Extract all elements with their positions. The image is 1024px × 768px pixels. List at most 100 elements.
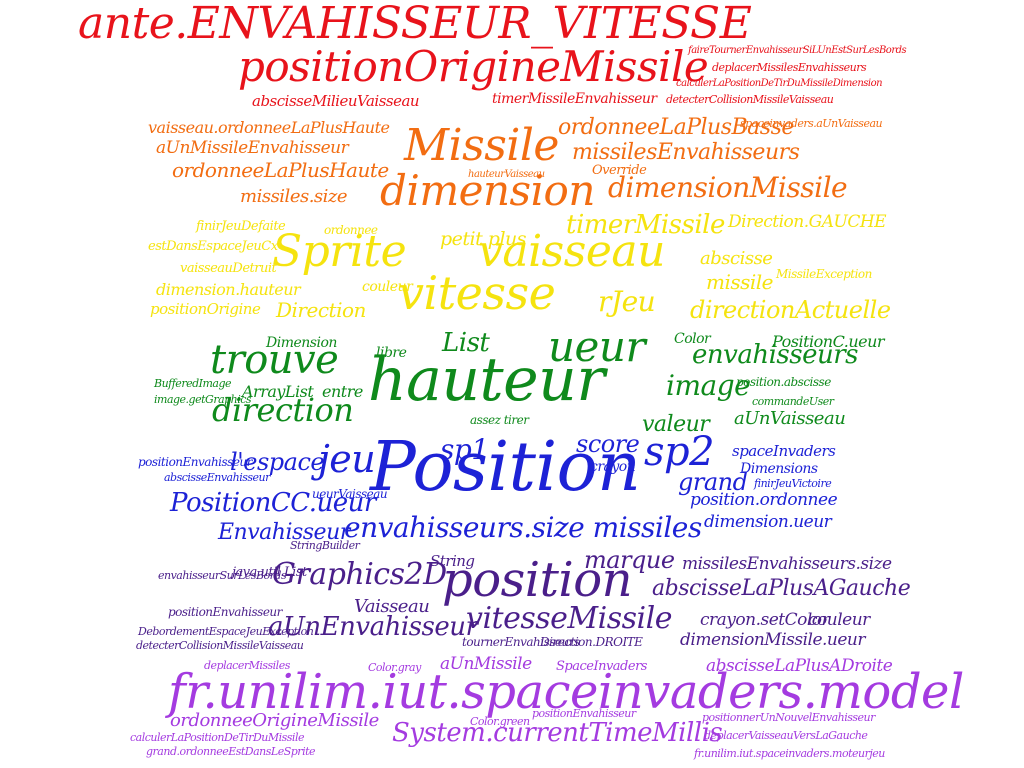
cloud-word: ante.ENVAHISSEUR_VITESSE	[78, 0, 752, 49]
cloud-word: java.util.List	[232, 565, 307, 580]
cloud-word: dimensionMissile.ueur	[680, 630, 866, 650]
cloud-word: aUnMissileEnvahisseur	[156, 138, 349, 158]
cloud-word: Envahisseur	[218, 520, 350, 545]
cloud-word: libre	[376, 345, 407, 361]
cloud-word: sp1	[440, 433, 489, 466]
cloud-word: Dimension	[266, 335, 337, 351]
cloud-word: Graphics2D	[272, 557, 447, 592]
cloud-word: grand	[678, 468, 748, 496]
cloud-word: envahisseurs	[692, 340, 858, 370]
cloud-word: tournerEnvahisseurs	[462, 635, 580, 649]
cloud-word: deplacerMissilesEnvahisseurs	[712, 61, 867, 74]
cloud-word: vaisseauDetruit	[180, 261, 277, 276]
cloud-word: vitesseMissile	[466, 601, 672, 636]
cloud-word: assez tirer	[470, 413, 529, 427]
cloud-word: abscisseLaPlusADroite	[706, 656, 893, 676]
cloud-word: aUnMissile	[440, 654, 532, 674]
cloud-word: DebordementEspaceJeuException	[138, 625, 314, 638]
cloud-word: fr.unilim.iut.spaceinvaders.model	[168, 664, 964, 720]
cloud-word: ordonneeOrigineMissile	[170, 710, 379, 731]
cloud-word: positionEnvahisseur	[138, 455, 252, 469]
cloud-word: marque	[584, 546, 675, 574]
cloud-word: finirJeuDefaite	[196, 219, 286, 234]
cloud-word: couleur	[808, 610, 870, 630]
cloud-word: List	[442, 328, 490, 358]
cloud-word: detecterCollisionMissileVaisseau	[136, 639, 304, 652]
cloud-word: ueurVaisseau	[312, 487, 388, 501]
cloud-word: Override	[592, 163, 647, 178]
cloud-word: vaisseau	[478, 226, 665, 277]
cloud-word: ordonneeLaPlusHaute	[172, 158, 389, 182]
cloud-word: hauteur	[368, 345, 605, 415]
cloud-word: vitesse	[398, 266, 556, 320]
cloud-word: faireTournerEnvahisseurSiLUnEstSurLesBor…	[688, 45, 907, 56]
cloud-word: Vaisseau	[354, 596, 430, 617]
cloud-word: System.currentTimeMillis	[392, 718, 723, 748]
cloud-word: String	[430, 552, 475, 570]
cloud-word: score	[576, 430, 640, 458]
cloud-word: dimension	[380, 166, 595, 215]
cloud-word: positionEnvahisseur	[168, 605, 282, 619]
cloud-word: ordonneeLaPlusBasse	[558, 115, 794, 140]
cloud-word: missilesEnvahisseurs	[572, 140, 800, 165]
cloud-word: timerMissileEnvahisseur	[492, 91, 657, 107]
cloud-word: image	[666, 369, 751, 402]
cloud-word: deplacerMissiles	[204, 659, 290, 672]
cloud-word: Color	[674, 331, 711, 347]
cloud-word: Direction.DROITE	[540, 635, 643, 649]
cloud-word: Missile	[404, 120, 559, 171]
cloud-word: direction	[212, 391, 354, 429]
cloud-word: PositionC.ueur	[772, 332, 885, 351]
cloud-word: Direction.GAUCHE	[728, 212, 887, 232]
cloud-word: dimension.hauteur	[156, 280, 301, 299]
cloud-word: aUnEnvahisseur	[268, 612, 478, 642]
cloud-word: missiles.size	[240, 186, 348, 207]
cloud-word: position	[442, 552, 633, 608]
cloud-word: spaceinvaders.aUnVaisseau	[740, 117, 883, 130]
cloud-word: PositionCC.ueur	[170, 488, 376, 518]
cloud-word: ueur	[548, 322, 646, 371]
cloud-word: image.getGraphics	[154, 393, 252, 406]
cloud-word: ordonnee	[324, 223, 378, 237]
cloud-word: MissileException	[776, 267, 872, 281]
cloud-word: Direction	[276, 298, 366, 322]
cloud-word: calculerLaPositionDeTirDuMissile	[130, 731, 304, 744]
cloud-word: Sprite	[272, 226, 407, 277]
cloud-word: crayon.setColor	[700, 610, 830, 630]
cloud-word: directionActuelle	[690, 296, 891, 324]
cloud-word: BufferedImage	[154, 377, 232, 390]
cloud-word: positionnerUnNouvelEnvahisseur	[702, 711, 875, 724]
cloud-word: detecterCollisionMissileVaisseau	[666, 93, 834, 106]
cloud-word: dimensionMissile	[608, 171, 848, 204]
cloud-word: positionEnvahisseur	[532, 707, 636, 720]
cloud-word: vaisseau.ordonneeLaPlusHaute	[148, 118, 390, 137]
cloud-word: sp2	[644, 429, 715, 475]
cloud-word: entre	[322, 382, 363, 401]
cloud-word: calculerLaPositionDeTirDuMissileDimensio…	[676, 78, 883, 89]
cloud-word: l'espace	[230, 448, 325, 476]
cloud-word: rJeu	[598, 285, 656, 318]
cloud-word: crayon	[590, 459, 636, 475]
cloud-word: position.ordonnee	[690, 490, 838, 510]
cloud-word: dimension.ueur	[704, 512, 832, 532]
cloud-word: Dimensions	[740, 461, 818, 477]
cloud-word: SpaceInvaders	[556, 659, 647, 674]
cloud-word: StringBuilder	[290, 539, 360, 552]
cloud-word: positionOrigineMissile	[238, 42, 709, 91]
cloud-word: timerMissile	[566, 210, 725, 240]
cloud-word: abscisseMilieuVaisseau	[252, 92, 420, 110]
cloud-word: spaceInvaders	[732, 442, 836, 460]
cloud-word: finirJeuVictoire	[754, 477, 832, 490]
cloud-word: petit plus	[440, 228, 527, 250]
cloud-word: abscisseEnvahisseur	[164, 471, 270, 484]
cloud-word: missilesEnvahisseurs.size	[682, 554, 892, 574]
cloud-word: grand.ordonneeEstDansLeSprite	[146, 745, 316, 758]
cloud-word: Color.gray	[368, 661, 421, 674]
cloud-word: abscisseLaPlusAGauche	[652, 576, 911, 601]
cloud-word: commandeUser	[752, 395, 834, 408]
cloud-word: couleur	[362, 279, 413, 295]
cloud-word: Position	[370, 428, 641, 507]
cloud-word: aUnVaisseau	[734, 408, 846, 429]
cloud-word: Color.green	[470, 715, 530, 728]
cloud-word: ArrayList	[242, 382, 314, 401]
